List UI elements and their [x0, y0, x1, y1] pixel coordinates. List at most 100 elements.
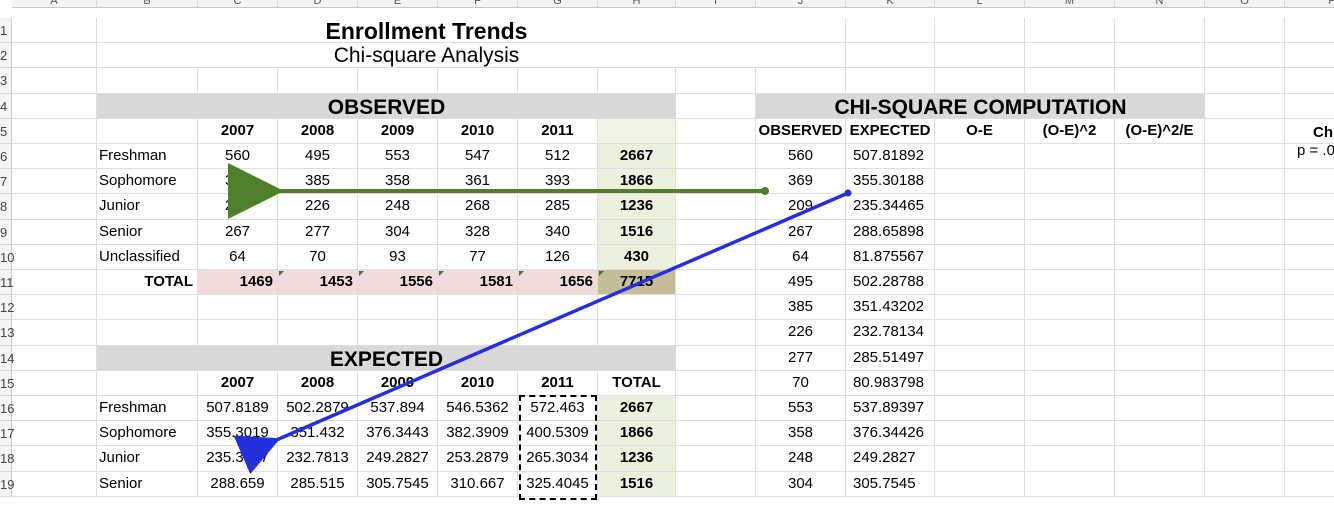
row-header[interactable]: 8 [0, 194, 12, 220]
expected-value[interactable]: 546.5362 [438, 396, 518, 422]
grid-cell[interactable] [1115, 270, 1205, 296]
grid-cell[interactable] [1285, 421, 1334, 447]
grid-cell[interactable] [676, 169, 756, 195]
row-header[interactable]: 14 [0, 345, 14, 371]
grid-cell[interactable] [1025, 18, 1115, 44]
expected-value[interactable]: 288.659 [198, 471, 278, 497]
grid-cell[interactable] [1115, 421, 1205, 447]
expected-year-header[interactable]: 2010 [438, 370, 518, 396]
grid-cell[interactable] [358, 320, 438, 346]
grid-cell[interactable] [1205, 244, 1285, 270]
column-header[interactable]: F [438, 0, 518, 8]
grid-cell[interactable] [935, 446, 1025, 472]
grid-cell[interactable] [935, 421, 1025, 447]
grid-cell[interactable] [97, 370, 198, 396]
grid-cell[interactable] [12, 370, 97, 396]
grid-cell[interactable] [1025, 219, 1115, 245]
observed-value[interactable]: 70 [278, 244, 358, 270]
observed-value[interactable]: 393 [518, 169, 598, 195]
grid-cell[interactable] [1285, 396, 1334, 422]
column-header[interactable]: J [756, 0, 846, 8]
grid-cell[interactable] [1205, 471, 1285, 497]
grid-cell[interactable] [1205, 194, 1285, 220]
grid-cell[interactable] [1025, 244, 1115, 270]
grid-cell[interactable] [12, 169, 97, 195]
grid-cell[interactable] [12, 446, 97, 472]
grid-cell[interactable] [676, 345, 756, 371]
grid-cell[interactable] [1115, 219, 1205, 245]
column-header[interactable]: C [198, 0, 278, 8]
grid-cell[interactable] [12, 43, 97, 69]
observed-value[interactable]: 277 [278, 219, 358, 245]
observed-year-header[interactable]: 2007 [198, 118, 278, 144]
observed-value[interactable]: 553 [358, 144, 438, 170]
chi-expected-value[interactable]: 285.51497 [846, 345, 935, 371]
expected-value[interactable]: 253.2879 [438, 446, 518, 472]
chi-observed-value[interactable]: 248 [756, 446, 846, 472]
observed-year-header[interactable]: 2011 [518, 118, 598, 144]
grid-cell[interactable] [1025, 396, 1115, 422]
grid-cell[interactable] [676, 471, 756, 497]
chi-column-header[interactable]: (O-E)^2 [1025, 118, 1115, 144]
observed-value[interactable]: 304 [358, 219, 438, 245]
grid-cell[interactable] [12, 18, 97, 44]
chi-square-header[interactable]: CHI-SQUARE COMPUTATION [756, 93, 1205, 119]
grid-cell[interactable] [935, 68, 1025, 94]
grid-cell[interactable] [935, 270, 1025, 296]
grid-cell[interactable] [1115, 345, 1205, 371]
chi-observed-value[interactable]: 277 [756, 345, 846, 371]
grid-cell[interactable] [935, 169, 1025, 195]
grid-cell[interactable] [1025, 471, 1115, 497]
row-header[interactable]: 12 [0, 295, 14, 321]
grid-cell[interactable] [1025, 295, 1115, 321]
grid-cell[interactable] [1285, 320, 1334, 346]
observed-value[interactable]: 512 [518, 144, 598, 170]
grid-cell[interactable] [1115, 471, 1205, 497]
grid-cell[interactable] [676, 244, 756, 270]
observed-value[interactable]: 547 [438, 144, 518, 170]
grid-cell[interactable] [1285, 43, 1334, 69]
expected-row-total[interactable]: 1516 [598, 471, 676, 497]
grid-cell[interactable] [676, 194, 756, 220]
grid-cell[interactable] [1115, 43, 1205, 69]
chi-observed-value[interactable]: 64 [756, 244, 846, 270]
chi-expected-value[interactable]: 537.89397 [846, 396, 935, 422]
chi-observed-value[interactable]: 267 [756, 219, 846, 245]
observed-total-label[interactable]: TOTAL [97, 270, 198, 296]
observed-column-total[interactable]: 1656 [518, 270, 598, 296]
chi-expected-value[interactable]: 351.43202 [846, 295, 935, 321]
grid-cell[interactable] [12, 421, 97, 447]
grid-cell[interactable] [1205, 169, 1285, 195]
grid-cell[interactable] [935, 219, 1025, 245]
grid-cell[interactable] [1205, 345, 1285, 371]
grid-cell[interactable] [12, 244, 97, 270]
grid-cell[interactable] [1285, 169, 1334, 195]
grid-cell[interactable] [935, 244, 1025, 270]
chi-expected-value[interactable]: 355.30188 [846, 169, 935, 195]
row-header[interactable]: 1 [0, 18, 12, 44]
grid-cell[interactable] [1285, 270, 1334, 296]
expected-value[interactable]: 382.3909 [438, 421, 518, 447]
grid-cell[interactable] [1115, 320, 1205, 346]
grid-cell[interactable] [676, 320, 756, 346]
grid-cell[interactable] [756, 68, 846, 94]
grid-cell[interactable] [935, 471, 1025, 497]
grid-cell[interactable] [97, 320, 198, 346]
observed-value[interactable]: 285 [518, 194, 598, 220]
grid-cell[interactable] [676, 93, 756, 119]
expected-value[interactable]: 305.7545 [358, 471, 438, 497]
grid-cell[interactable] [1025, 446, 1115, 472]
grid-cell[interactable] [1205, 93, 1285, 119]
grid-cell[interactable] [935, 144, 1025, 170]
chi-expected-value[interactable]: 235.34465 [846, 194, 935, 220]
grid-cell[interactable] [12, 396, 97, 422]
grid-cell[interactable] [1115, 68, 1205, 94]
observed-year-header[interactable]: 2010 [438, 118, 518, 144]
grid-cell[interactable] [846, 68, 935, 94]
grid-cell[interactable] [1025, 43, 1115, 69]
grid-cell[interactable] [12, 194, 97, 220]
side-panel-label[interactable]: Chi [1285, 119, 1334, 144]
expected-row-total[interactable]: 1236 [598, 446, 676, 472]
sheet-title[interactable]: Enrollment Trends [97, 18, 756, 44]
grid-cell[interactable] [1025, 68, 1115, 94]
